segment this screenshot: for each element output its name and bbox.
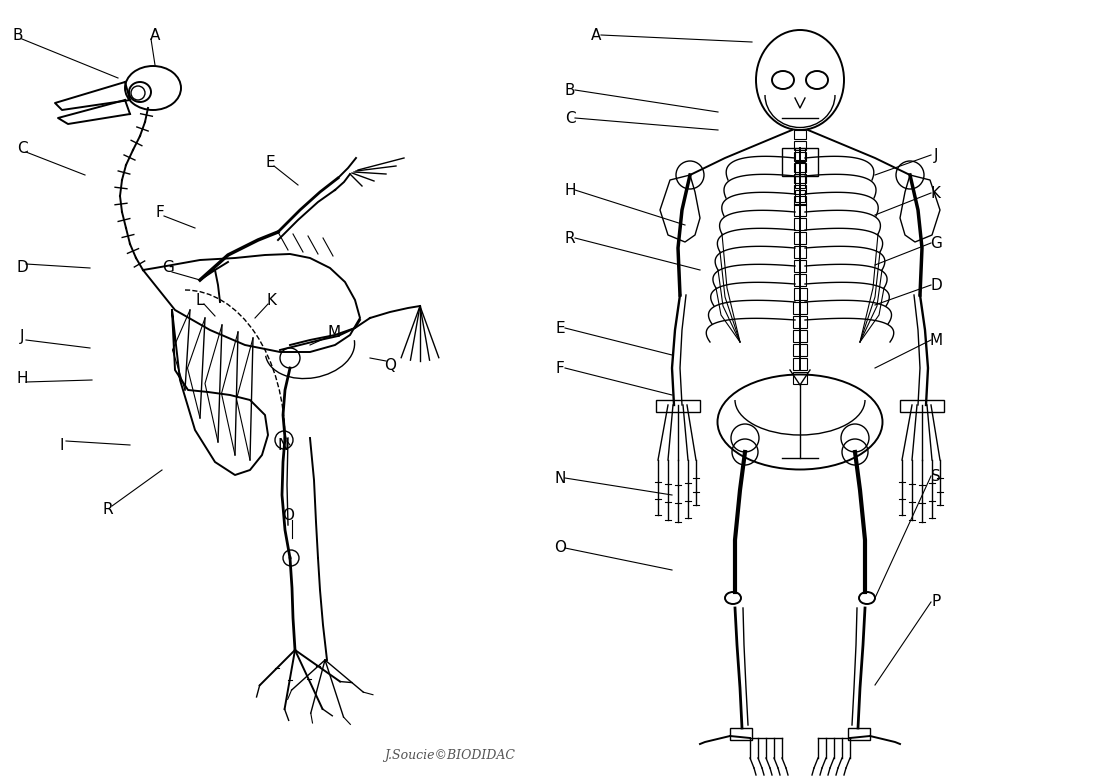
Text: I: I — [59, 437, 64, 452]
Bar — [794, 274, 806, 286]
Bar — [795, 204, 806, 216]
Bar — [794, 260, 806, 272]
Text: C: C — [565, 111, 576, 125]
Text: P: P — [931, 594, 940, 609]
Bar — [793, 330, 807, 342]
Text: M: M — [929, 332, 942, 347]
Bar — [656, 400, 700, 412]
Bar — [793, 358, 807, 370]
Text: C: C — [17, 140, 27, 155]
Text: O: O — [555, 540, 566, 556]
Bar — [794, 246, 806, 258]
Text: K: K — [267, 292, 277, 307]
Bar — [795, 162, 805, 174]
Text: F: F — [556, 361, 565, 376]
Text: N: N — [555, 470, 566, 485]
Bar — [847, 728, 870, 740]
Bar — [794, 288, 806, 300]
Text: R: R — [565, 230, 576, 245]
Bar — [793, 372, 807, 384]
Text: D: D — [16, 260, 28, 275]
Text: Q: Q — [383, 358, 396, 372]
Text: J.Soucie©BIODIDAC: J.Soucie©BIODIDAC — [385, 749, 515, 761]
Text: S: S — [931, 469, 941, 484]
Text: M: M — [328, 325, 341, 339]
Text: E: E — [556, 321, 565, 336]
Text: J: J — [20, 328, 25, 343]
Bar — [781, 148, 818, 176]
Bar — [795, 190, 805, 202]
Bar — [794, 174, 806, 183]
Bar — [794, 232, 806, 244]
Text: A: A — [590, 27, 601, 42]
Bar — [794, 302, 807, 314]
Text: N: N — [277, 437, 288, 452]
Text: A: A — [150, 27, 160, 42]
Text: G: G — [162, 260, 174, 275]
Text: L: L — [196, 292, 205, 307]
Bar — [794, 130, 806, 139]
Bar — [793, 344, 807, 356]
Bar — [794, 196, 806, 205]
Bar — [795, 148, 805, 160]
Text: B: B — [12, 27, 23, 42]
Bar — [900, 400, 944, 412]
Bar — [794, 152, 806, 161]
Text: D: D — [930, 278, 941, 292]
Bar — [794, 163, 806, 172]
Bar — [794, 141, 806, 150]
Text: O: O — [282, 509, 294, 524]
Text: J: J — [934, 147, 938, 162]
Bar — [795, 176, 805, 188]
Text: E: E — [265, 154, 275, 169]
Text: F: F — [155, 205, 164, 220]
Text: B: B — [565, 82, 576, 97]
Text: H: H — [17, 371, 28, 386]
Text: G: G — [930, 235, 942, 251]
Text: K: K — [931, 186, 941, 201]
Bar — [793, 316, 807, 328]
Text: R: R — [103, 503, 113, 517]
Bar — [794, 218, 806, 230]
Bar — [794, 185, 806, 194]
Bar — [730, 728, 752, 740]
Text: H: H — [565, 183, 576, 198]
